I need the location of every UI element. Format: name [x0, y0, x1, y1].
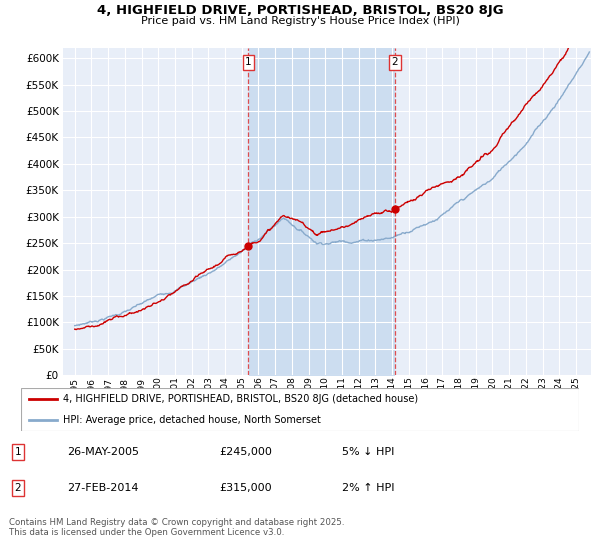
Text: Contains HM Land Registry data © Crown copyright and database right 2025.
This d: Contains HM Land Registry data © Crown c…: [9, 518, 344, 538]
Text: HPI: Average price, detached house, North Somerset: HPI: Average price, detached house, Nort…: [63, 416, 321, 425]
Text: 1: 1: [14, 447, 21, 457]
Text: 4, HIGHFIELD DRIVE, PORTISHEAD, BRISTOL, BS20 8JG: 4, HIGHFIELD DRIVE, PORTISHEAD, BRISTOL,…: [97, 4, 503, 17]
Text: 1: 1: [245, 57, 252, 67]
Text: 2: 2: [391, 57, 398, 67]
Text: Price paid vs. HM Land Registry's House Price Index (HPI): Price paid vs. HM Land Registry's House …: [140, 16, 460, 26]
Text: 5% ↓ HPI: 5% ↓ HPI: [343, 447, 395, 457]
Text: £315,000: £315,000: [220, 483, 272, 493]
Text: 4, HIGHFIELD DRIVE, PORTISHEAD, BRISTOL, BS20 8JG (detached house): 4, HIGHFIELD DRIVE, PORTISHEAD, BRISTOL,…: [63, 394, 418, 404]
Text: 2: 2: [14, 483, 21, 493]
Text: 27-FEB-2014: 27-FEB-2014: [67, 483, 139, 493]
Text: 2% ↑ HPI: 2% ↑ HPI: [343, 483, 395, 493]
Text: £245,000: £245,000: [220, 447, 272, 457]
Text: 26-MAY-2005: 26-MAY-2005: [67, 447, 139, 457]
